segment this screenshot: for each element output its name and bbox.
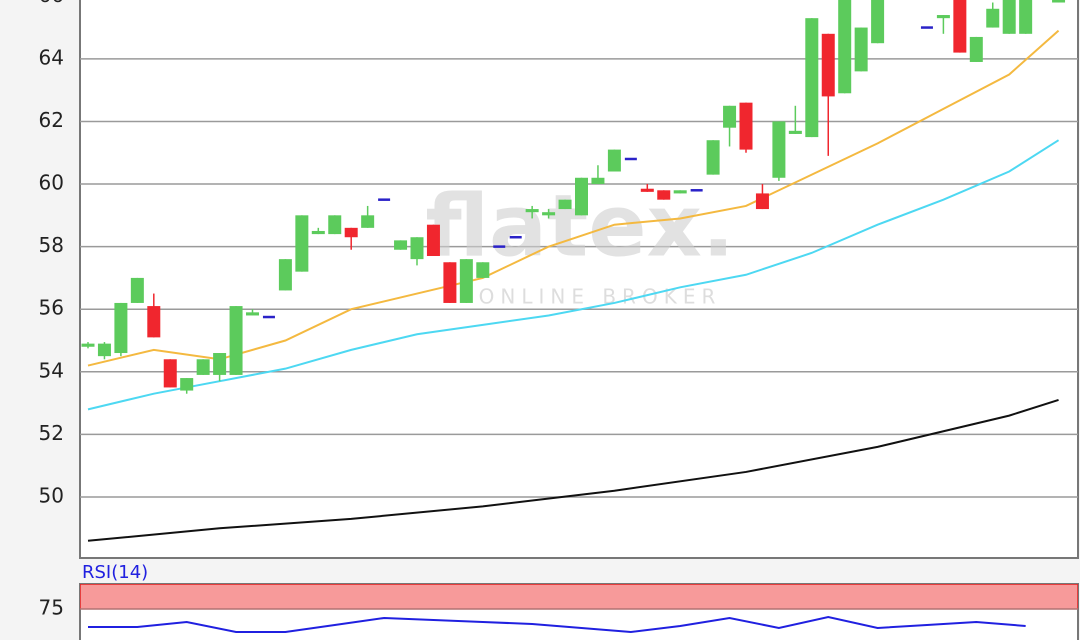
candle-body xyxy=(81,343,95,347)
y-tick-label: 66 xyxy=(39,0,64,7)
rsi-plot xyxy=(80,584,1078,634)
candle-body xyxy=(640,188,654,192)
candle-body xyxy=(295,215,309,272)
candle-body xyxy=(838,0,852,94)
candle-body xyxy=(114,302,128,354)
candle-body xyxy=(657,190,671,200)
candle-body xyxy=(443,262,457,303)
candle-body xyxy=(459,259,473,303)
moving-average-line xyxy=(87,29,1060,367)
candle-body xyxy=(739,102,753,150)
candle-body xyxy=(591,177,605,185)
candle-body xyxy=(97,343,111,357)
candle-body xyxy=(229,306,243,375)
candle-body xyxy=(525,209,539,213)
y-tick-label: 62 xyxy=(39,108,64,132)
candle-body xyxy=(196,359,210,375)
candle-body xyxy=(871,0,885,44)
candle-body xyxy=(755,193,769,210)
candle-body xyxy=(180,378,194,391)
candle-body xyxy=(394,240,408,250)
candle-body xyxy=(673,190,687,194)
y-tick-label: 56 xyxy=(39,296,64,320)
candle-body xyxy=(476,262,490,278)
candle-body xyxy=(246,312,259,316)
rsi-line xyxy=(88,615,1026,634)
main-plot: flatex. ONLINE BROKER xyxy=(80,0,1078,542)
candle-body xyxy=(854,27,868,72)
candle-body xyxy=(805,18,819,138)
moving-average-line xyxy=(87,399,1059,542)
candle-body xyxy=(772,121,786,178)
candle-body xyxy=(986,8,1000,28)
candle-body xyxy=(558,199,572,210)
main-plot-area xyxy=(79,0,1079,559)
y-tick-label: 58 xyxy=(39,233,64,257)
candle-body xyxy=(706,140,720,175)
candle-body xyxy=(163,359,177,388)
candle-body xyxy=(936,15,950,19)
candle-body xyxy=(213,353,227,375)
candle-body xyxy=(410,237,424,260)
candle-body xyxy=(278,259,292,291)
y-tick-label: 50 xyxy=(39,483,64,507)
candle-body xyxy=(542,212,556,216)
overbought-band xyxy=(80,584,1078,610)
candle-body xyxy=(1052,0,1066,3)
y-tick-label: 52 xyxy=(39,421,64,445)
candle-body xyxy=(130,277,144,303)
y-tick-label: 64 xyxy=(39,45,64,69)
candle-body xyxy=(361,215,375,228)
candle-body xyxy=(821,33,835,97)
candle-body xyxy=(969,36,983,62)
candle-body xyxy=(723,105,737,128)
candle-body xyxy=(311,230,325,235)
axes: RSI(14) 50 52 54 56 58 60 62 64 66 75 xyxy=(39,0,149,620)
y-tick-label: 54 xyxy=(39,358,64,382)
candle-body xyxy=(1002,0,1016,34)
candle-body xyxy=(575,177,588,216)
candle-body xyxy=(788,130,802,134)
candle-body xyxy=(344,227,358,238)
candle-body xyxy=(147,306,161,338)
candle-body xyxy=(1019,0,1033,34)
y-tick-label: 75 xyxy=(39,596,64,620)
moving-average-line xyxy=(87,139,1060,411)
rsi-title: RSI(14) xyxy=(82,562,148,583)
candle-body xyxy=(426,224,440,257)
y-tick-label: 60 xyxy=(39,171,64,195)
candle-body xyxy=(607,149,621,172)
candle-body xyxy=(953,0,967,53)
candle-body xyxy=(328,215,342,235)
